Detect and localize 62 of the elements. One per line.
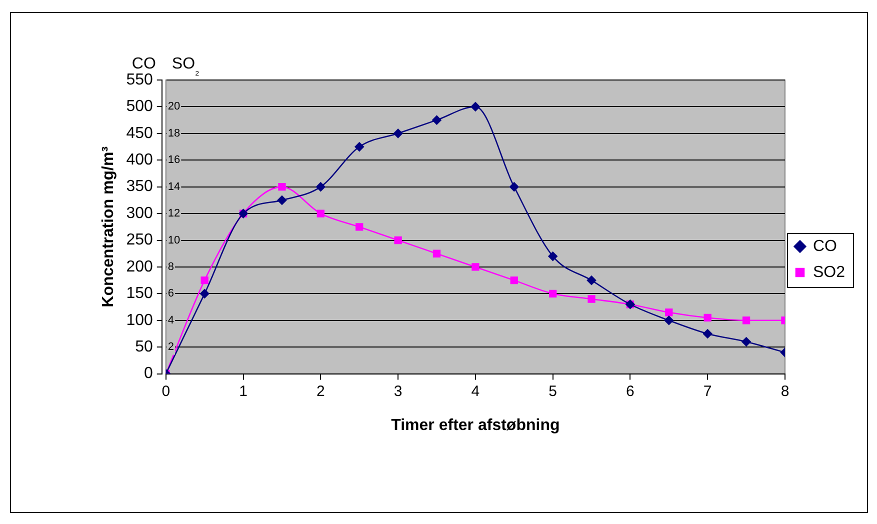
point (548, 252, 558, 261)
y2-tick-label: 4 (168, 314, 174, 326)
point (586, 276, 596, 285)
y-tick-label: 450 (126, 124, 153, 142)
x-tick-label: 5 (548, 382, 557, 400)
x-tick-label: 2 (316, 382, 325, 400)
legend-label: SO2 (812, 264, 846, 281)
point (200, 276, 208, 284)
x-tick-label: 6 (626, 382, 634, 400)
point (316, 182, 326, 192)
point (665, 308, 673, 316)
x-tick-label: 8 (780, 382, 790, 400)
y-tick-label: 0 (144, 365, 153, 382)
legend-label: CO (812, 238, 837, 255)
point (316, 210, 324, 218)
y2-tick-label: 14 (168, 180, 180, 193)
y-tick-label: 200 (126, 258, 153, 276)
y-tick-label: 300 (126, 204, 153, 222)
point (470, 102, 480, 112)
x-tick-label: 4 (471, 382, 480, 400)
point (432, 115, 442, 125)
y2-tick-label: 16 (168, 154, 180, 166)
point (548, 290, 557, 298)
point (354, 142, 364, 152)
x-tick-label: 3 (394, 382, 402, 400)
point (278, 183, 286, 191)
point (356, 223, 364, 231)
y2-tick-label: 2 (168, 341, 174, 354)
point (742, 337, 751, 346)
point (742, 316, 750, 324)
point (588, 295, 596, 303)
y-tick-label: 350 (126, 178, 153, 196)
y2-tick-label: 10 (168, 234, 180, 246)
x-tick-label: 1 (239, 382, 248, 400)
text: CO (132, 55, 156, 72)
point (277, 196, 287, 205)
point (702, 329, 712, 338)
y-tick-label: 50 (135, 338, 153, 356)
y-tick-label: 100 (126, 312, 153, 329)
y-tick-label: 250 (126, 232, 153, 249)
point (432, 250, 441, 258)
point (510, 276, 518, 284)
y-tick-label: 500 (126, 98, 153, 116)
x-tick-label: 7 (703, 382, 712, 400)
y2-tick-label: 18 (168, 127, 180, 140)
y-tick-label: 150 (126, 285, 153, 302)
x-tick-label: 0 (162, 382, 170, 400)
y2-tick-label: 8 (168, 260, 174, 273)
x-axis-title: Timer efter afstøbning (391, 416, 560, 434)
point (393, 128, 403, 138)
point (509, 182, 519, 192)
y-tick-label: 550 (126, 71, 153, 88)
y-tick-label: 400 (126, 152, 153, 169)
y2-tick-label: 12 (168, 208, 180, 220)
point (664, 316, 674, 326)
y-axis-title: Koncentration mg/m³ (100, 146, 118, 308)
y2-tick-label: 6 (168, 288, 174, 300)
point (704, 314, 712, 322)
point (200, 289, 210, 298)
point (472, 263, 480, 271)
y2-tick-label: 20 (168, 100, 180, 113)
point (394, 236, 402, 244)
